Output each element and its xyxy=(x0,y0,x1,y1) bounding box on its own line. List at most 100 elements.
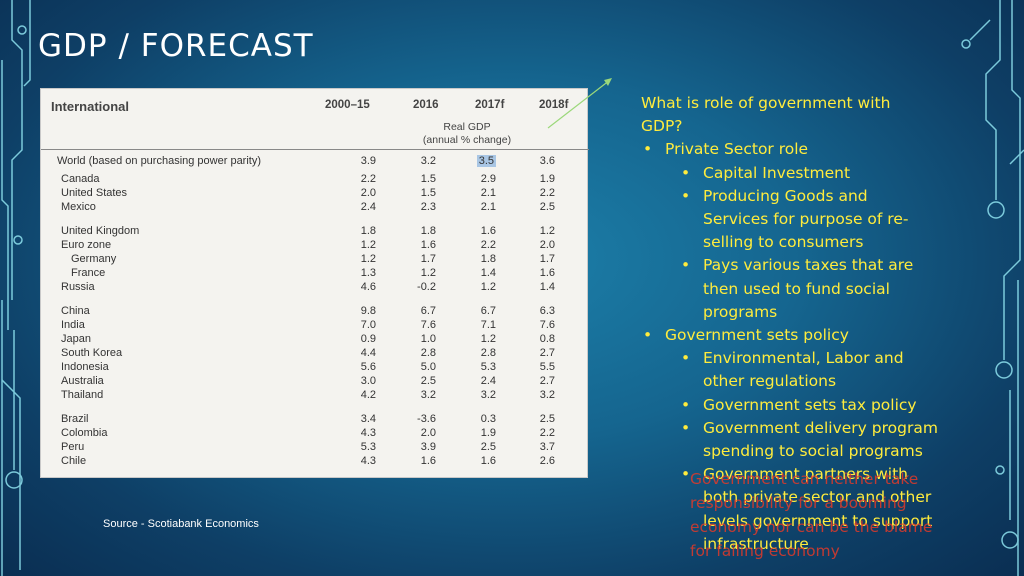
bullet-icon: • xyxy=(681,418,691,437)
row-value: 1.9 xyxy=(480,427,496,439)
row-value: 4.2 xyxy=(360,389,376,401)
row-value: 1.4 xyxy=(480,267,496,279)
text-line: • Environmental, Labor and xyxy=(641,347,986,370)
government-role-text: What is role of government with GDP? • Priv… xyxy=(641,92,986,556)
row-value: -3.6 xyxy=(417,413,436,425)
row-label: United States xyxy=(61,187,128,199)
row-value: 3.2 xyxy=(420,389,436,401)
row-value: 2.0 xyxy=(539,239,555,251)
row-value: 1.8 xyxy=(480,253,496,265)
row-value: 0.3 xyxy=(480,413,496,425)
table-row: United Kingdom 1.8 1.8 1.6 1.2 xyxy=(41,225,589,239)
text-line-content: selling to consumers xyxy=(703,233,864,252)
text-line-content: GDP? xyxy=(641,117,683,136)
row-value: 1.3 xyxy=(360,267,376,279)
row-value: 3.4 xyxy=(360,413,376,425)
bullet-icon: • xyxy=(681,163,691,182)
row-value: 9.8 xyxy=(360,305,376,317)
row-label: Brazil xyxy=(61,413,89,425)
row-value: 3.2 xyxy=(480,389,496,401)
row-label: Canada xyxy=(61,173,100,185)
table-row: Thailand 4.2 3.2 3.2 3.2 xyxy=(41,389,589,403)
text-line-content: Government partners with xyxy=(703,465,908,484)
text-line: • Government partners with xyxy=(641,463,986,486)
table-row: Germany 1.2 1.7 1.8 1.7 xyxy=(41,253,589,267)
text-line: both private sector and other xyxy=(641,486,986,509)
row-value: 7.0 xyxy=(360,319,376,331)
text-line-content: Environmental, Labor and xyxy=(703,349,904,368)
row-label: Germany xyxy=(71,253,117,265)
row-value: 1.6 xyxy=(480,225,496,237)
text-line-content: Government sets policy xyxy=(665,326,849,345)
row-value: 0.8 xyxy=(539,333,555,345)
row-label: Euro zone xyxy=(61,239,112,251)
row-value: 1.7 xyxy=(539,253,555,265)
subheader-real-gdp: Real GDP xyxy=(443,121,491,133)
text-line-content: What is role of government with xyxy=(641,94,891,112)
row-value: 3.0 xyxy=(360,375,376,387)
overlay-line: for failing economy xyxy=(690,542,840,560)
header-2018f: 2018f xyxy=(539,99,569,111)
text-line-content: both private sector and other xyxy=(703,488,932,507)
row-value: 1.4 xyxy=(539,281,555,293)
overlay-line: economy nor can be the blame xyxy=(690,518,933,536)
text-line: • Pays various taxes that are xyxy=(641,254,986,277)
row-value: 3.9 xyxy=(360,155,376,167)
bullet-icon: • xyxy=(681,349,691,368)
row-value: 1.2 xyxy=(360,253,376,265)
overlay-line: responsibility for a booming xyxy=(690,494,907,512)
row-value: 6.7 xyxy=(420,305,436,317)
table-row: Canada 2.2 1.5 2.9 1.9 xyxy=(41,173,589,187)
row-label: Chile xyxy=(61,455,87,467)
bullet-icon: • xyxy=(643,326,653,345)
row-label: Colombia xyxy=(61,427,108,439)
bullet-icon: • xyxy=(681,256,691,275)
table-row: South Korea 4.4 2.8 2.8 2.7 xyxy=(41,347,589,361)
row-label: Mexico xyxy=(61,201,96,213)
bullet-icon: • xyxy=(681,395,691,414)
row-value: 2.6 xyxy=(539,455,555,467)
header-2017f: 2017f xyxy=(475,99,505,111)
row-label: Thailand xyxy=(61,389,104,401)
text-line: programs xyxy=(641,301,986,324)
slide-title: GDP / FORECAST xyxy=(38,28,314,64)
table-row: Peru 5.3 3.9 2.5 3.7 xyxy=(41,441,589,455)
row-value: 0.9 xyxy=(360,333,376,345)
text-line: other regulations xyxy=(641,370,986,393)
table-header: International 2000–15 2016 2017f 2018f R… xyxy=(41,89,589,150)
row-value: 5.5 xyxy=(539,361,555,373)
row-value: 2.5 xyxy=(539,201,555,213)
text-line: What is role of government with xyxy=(641,92,986,115)
row-value: 5.3 xyxy=(480,361,496,373)
row-value: 2.5 xyxy=(539,413,555,425)
bullet-icon: • xyxy=(681,465,691,484)
table-row: Indonesia 5.6 5.0 5.3 5.5 xyxy=(41,361,589,375)
table-row: India 7.0 7.6 7.1 7.6 xyxy=(41,319,589,333)
row-value: 2.0 xyxy=(420,427,436,439)
row-value: 4.3 xyxy=(360,427,376,439)
row-value: 1.0 xyxy=(420,333,436,345)
table-row: China 9.8 6.7 6.7 6.3 xyxy=(41,305,589,319)
text-line-content: Services for purpose of re- xyxy=(703,210,909,229)
row-value: 5.3 xyxy=(360,441,376,453)
text-line: • Capital Investment xyxy=(641,162,986,185)
row-value: 1.5 xyxy=(420,187,436,199)
text-line: infrastructure xyxy=(641,533,986,556)
text-line: • Private Sector role xyxy=(641,138,986,161)
row-value: 4.6 xyxy=(360,281,376,293)
table-row: Brazil 3.4 -3.6 0.3 2.5 xyxy=(41,413,589,427)
row-value: 2.8 xyxy=(420,347,436,359)
row-value: 2.3 xyxy=(420,201,436,213)
row-label: India xyxy=(61,319,85,331)
table-row: World (based on purchasing power parity)… xyxy=(41,155,589,169)
row-value: 2.8 xyxy=(480,347,496,359)
row-value: 2.2 xyxy=(539,187,555,199)
row-value: 2.1 xyxy=(480,201,496,213)
row-value: 2.7 xyxy=(539,375,555,387)
subheader-annual-change: (annual % change) xyxy=(422,134,512,146)
source-note: Source - Scotiabank Economics xyxy=(103,518,259,530)
row-value: 5.6 xyxy=(360,361,376,373)
row-value: 3.9 xyxy=(420,441,436,453)
header-2016: 2016 xyxy=(413,99,439,111)
text-line: • Government delivery program xyxy=(641,417,986,440)
